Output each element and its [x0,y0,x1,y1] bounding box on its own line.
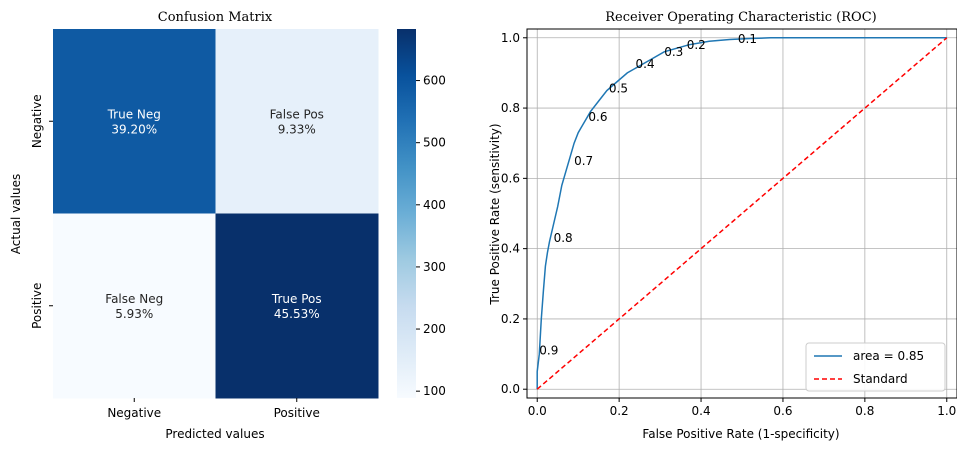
cm-ytick-label: Positive [30,283,44,329]
roc-ticks: 0.0 0.2 0.4 0.6 0.8 1.0 0.0 0.2 0.4 0.6 0.8 1.0 [501,31,956,418]
colorbar-tick-label: 200 [423,322,446,336]
roc-ytick-label: 0.4 [501,242,520,256]
roc-ytick-label: 1.0 [501,31,520,45]
roc-panel: Receiver Operating Characteristic (ROC) … [488,10,957,441]
cm-ytick-label: Negative [30,94,44,148]
roc-curve-line [536,37,947,390]
cm-cell-label: True Neg [107,107,161,121]
roc-threshold-label: 0.1 [738,32,757,46]
cm-title: Confusion Matrix [158,10,273,25]
standard-diagonal-line [536,37,948,390]
roc-threshold-label: 0.2 [687,38,706,52]
roc-threshold-label: 0.8 [554,231,573,245]
roc-threshold-label: 0.7 [574,154,593,168]
roc-xtick-label: 0.8 [855,404,874,418]
legend-label-standard: Standard [853,372,908,386]
cm-cell-pct: 5.93% [115,307,153,321]
cm-cell [215,29,379,214]
cm-cell-pct: 9.33% [278,122,316,136]
cm-ylabel: Actual values [9,174,23,254]
colorbar-tick-label: 100 [423,384,446,398]
cm-cell-label: False Neg [105,292,163,306]
roc-xlabel: False Positive Rate (1-specificity) [642,427,839,441]
roc-title: Receiver Operating Characteristic (ROC) [605,10,876,25]
roc-ytick-label: 0.6 [501,171,520,185]
roc-legend: area = 0.85 Standard [805,342,946,392]
colorbar-tick-label: 300 [423,260,446,274]
roc-series [536,37,948,390]
roc-grid [527,29,957,398]
roc-threshold-label: 0.4 [636,57,655,71]
roc-thresholds: 0.9 0.8 0.7 0.60.5 0.4 0.3 0.2 0.1 [539,32,757,358]
cm-cell-pct: 39.20% [111,122,157,136]
cm-xtick-label: Positive [274,406,320,420]
roc-ylabel: True Positive Rate (sensitivity) [488,123,502,305]
colorbar-ticks: 100 200 300 400 500 600 [416,74,446,398]
roc-xtick-label: 0.0 [528,404,547,418]
cm-cell-label: True Pos [271,292,322,306]
cm-ticks: Negative Positive Negative Positive [30,94,320,420]
cm-cell [53,29,216,214]
colorbar [397,29,416,398]
legend-label-area: area = 0.85 [853,349,924,363]
roc-xtick-label: 0.2 [610,404,629,418]
roc-xtick-label: 0.4 [692,404,711,418]
cm-cell [215,213,379,399]
roc-threshold-label: 0.3 [664,45,683,59]
roc-ytick-label: 0.0 [501,382,520,396]
roc-ytick-label: 0.8 [501,101,520,115]
roc-threshold-label: 0.9 [539,344,558,358]
cm-xtick-label: Negative [107,406,161,420]
roc-xtick-label: 1.0 [937,404,956,418]
roc-ytick-label: 0.2 [501,312,520,326]
colorbar-tick-label: 600 [423,74,446,88]
roc-threshold-label: 0.6 [588,110,607,124]
cm-cell-label: False Pos [270,107,324,121]
roc-threshold-label: 0.5 [609,82,628,96]
cm-cell-pct: 45.53% [274,307,320,321]
colorbar-tick-label: 500 [423,136,446,150]
roc-xtick-label: 0.6 [773,404,792,418]
cm-xlabel: Predicted values [165,427,264,441]
cm-cell [53,213,216,399]
roc-axes-frame [526,28,957,399]
colorbar-tick-label: 400 [423,198,446,212]
